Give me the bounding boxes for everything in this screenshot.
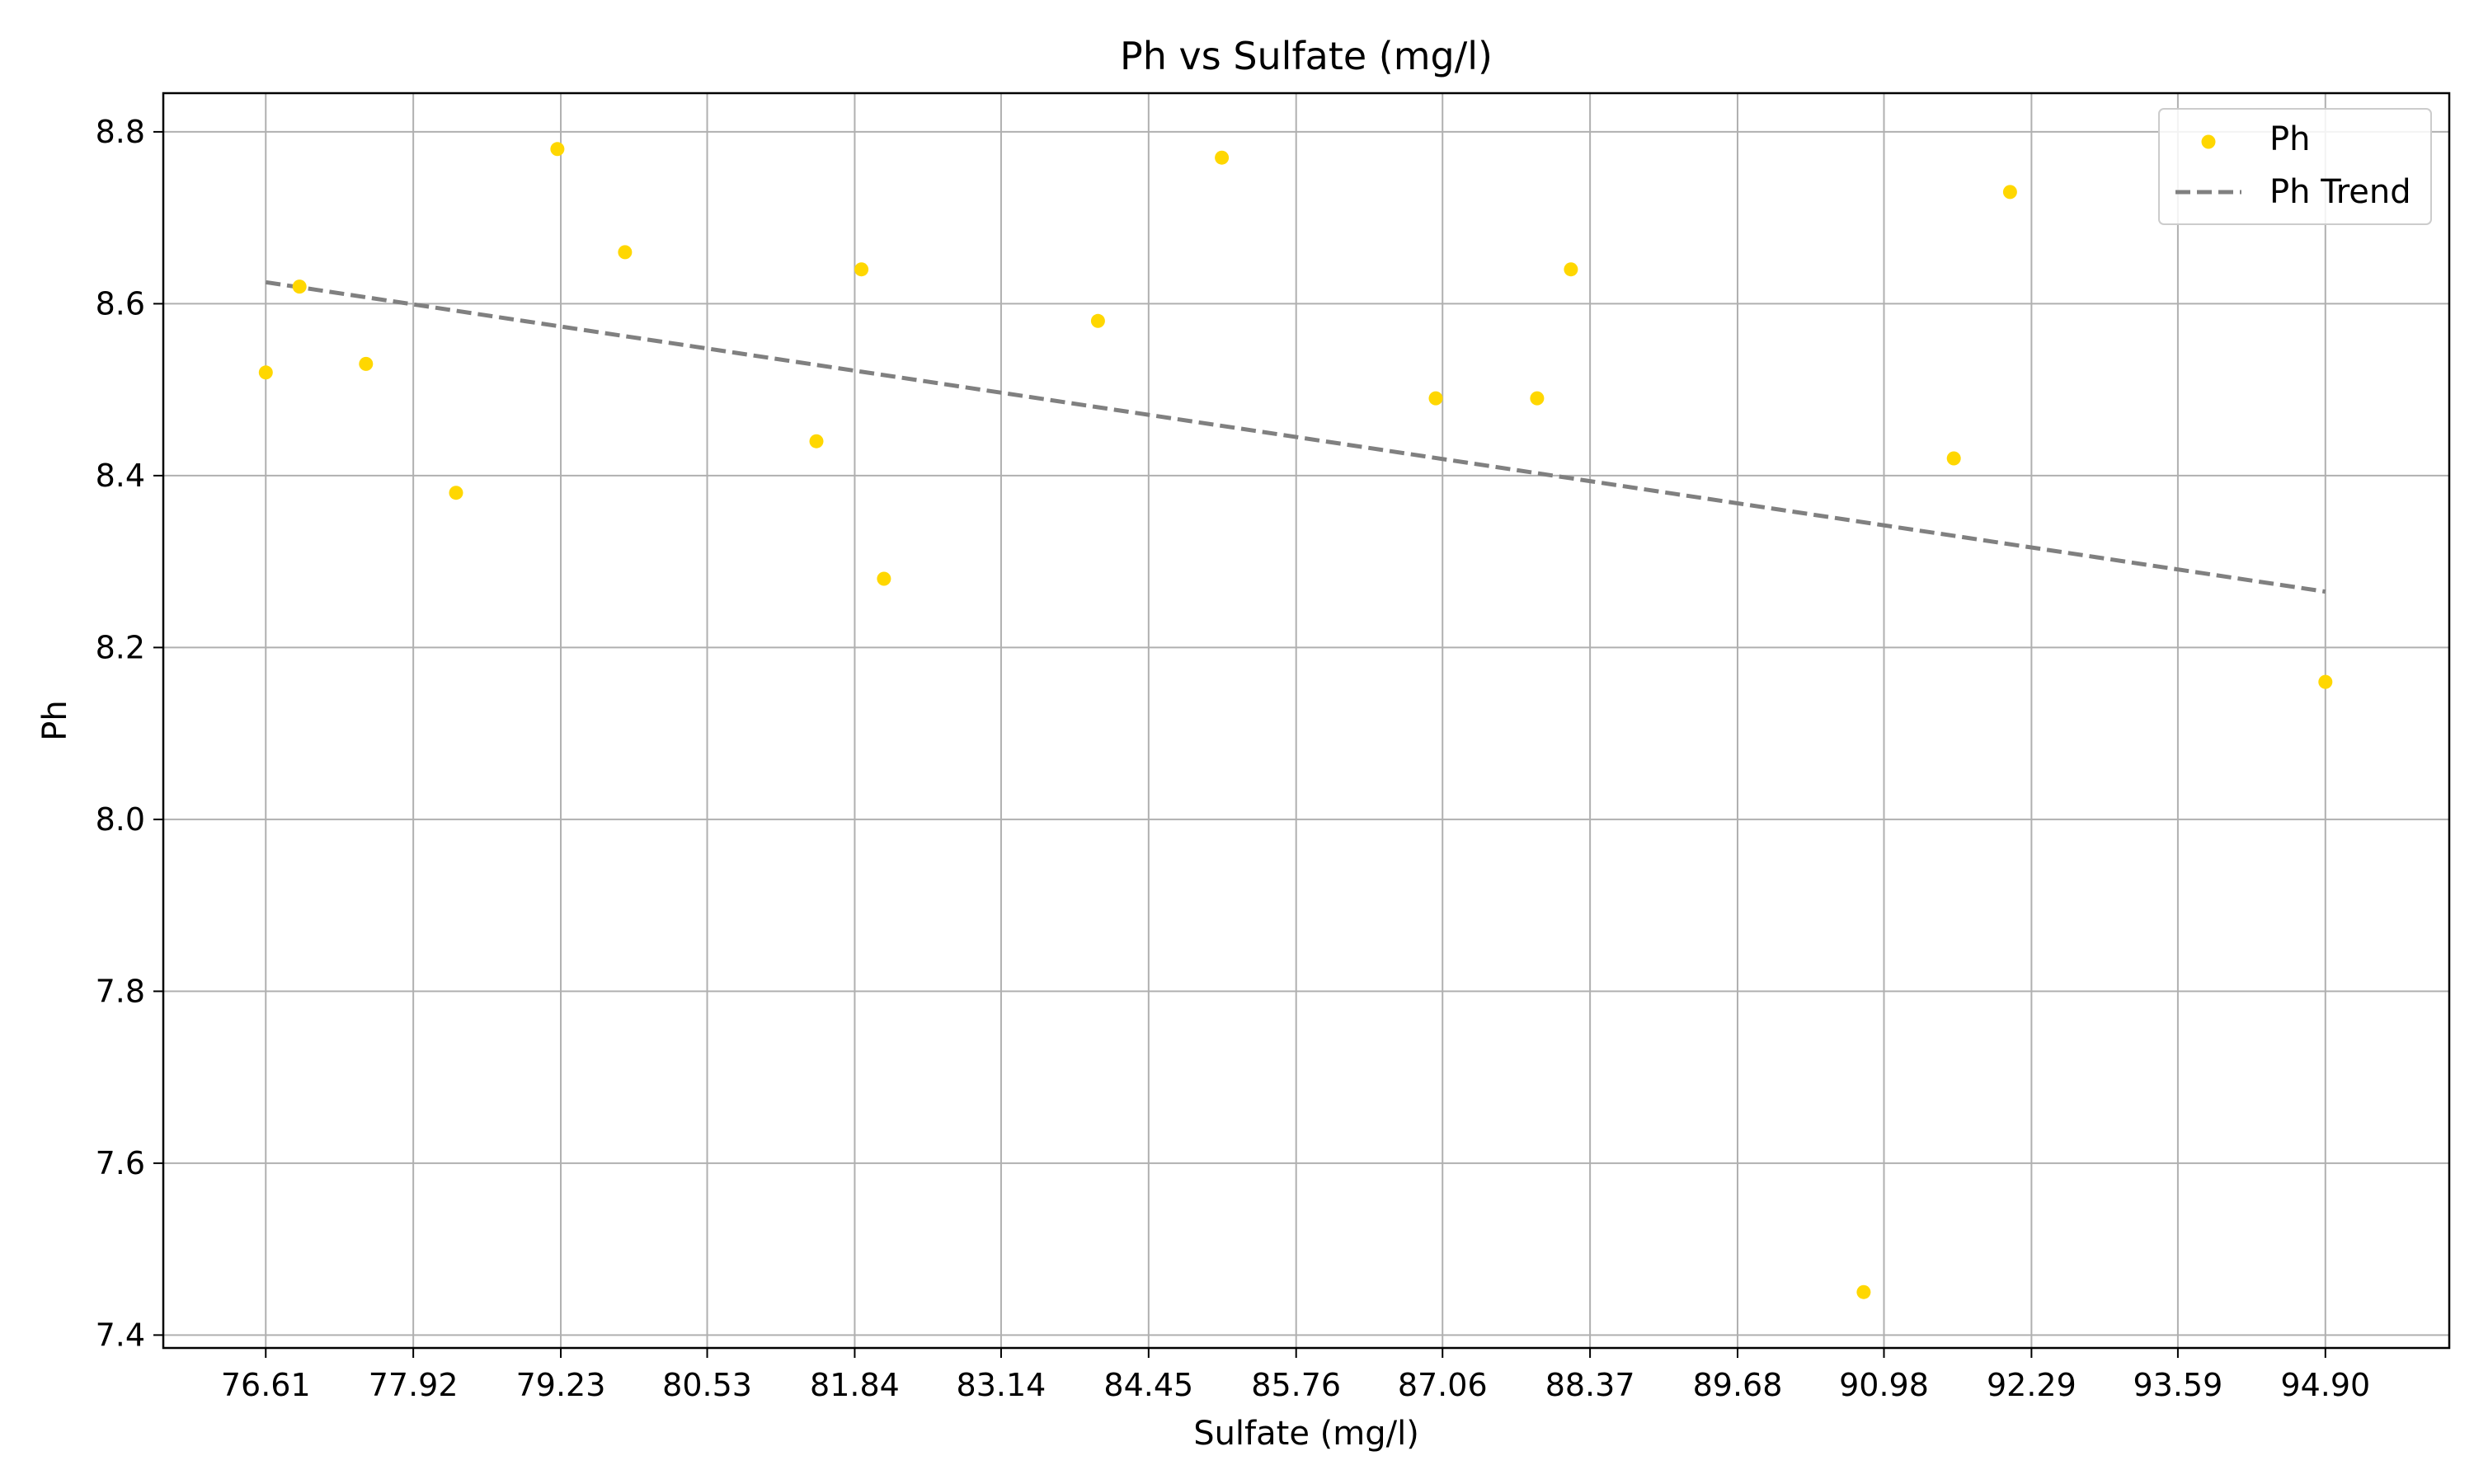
y-tick-label: 8.4 [96,458,145,494]
data-point [550,142,565,157]
y-tick-label: 8.6 [96,285,145,322]
legend-label-ph-trend: Ph Trend [2269,173,2411,211]
data-point [809,434,824,448]
x-tick-label: 81.84 [810,1367,900,1403]
data-point [1946,451,1961,466]
y-tick-label: 8.8 [96,114,145,150]
x-tick-label: 85.76 [1251,1367,1341,1403]
x-tick-label: 94.90 [2280,1367,2370,1403]
grid [163,93,2449,1348]
plot-frame [162,92,2451,1350]
x-tick-label: 76.61 [221,1367,311,1403]
data-point [1530,391,1545,406]
x-tick-label: 87.06 [1398,1367,1488,1403]
legend: Ph Ph Trend [2158,108,2432,225]
y-tick-label: 8.0 [96,801,145,838]
y-tick-label: 7.4 [96,1317,145,1353]
x-tick-label: 79.23 [516,1367,606,1403]
x-axis: 76.61 77.92 79.23 80.53 81.84 83.14 84.45 85.76… [221,1348,2370,1403]
points-layer [258,142,2333,1299]
trend-line [265,279,2326,594]
data-point [1856,1284,1871,1299]
data-point [1564,262,1578,277]
legend-box [2158,108,2432,225]
chart-title: Ph vs Sulfate (mg/l) [1120,34,1493,78]
data-point [359,356,374,371]
x-tick-label: 84.45 [1103,1367,1193,1403]
x-tick-label: 88.37 [1545,1367,1635,1403]
data-point [258,365,273,380]
x-tick-label: 92.29 [1987,1367,2077,1403]
data-point [618,245,633,260]
data-point [2002,185,2017,200]
x-tick-label: 80.53 [662,1367,752,1403]
data-point [449,486,463,500]
y-tick-label: 7.8 [96,973,145,1009]
y-tick-label: 8.2 [96,629,145,665]
y-axis-title: Ph [36,700,74,740]
x-tick-label: 83.14 [957,1367,1047,1403]
data-point [1090,313,1105,328]
trend-line-layer [265,279,2326,594]
legend-marker-ph [2201,134,2216,149]
x-axis-title: Sulfate (mg/l) [1193,1415,1419,1453]
data-point [854,262,869,277]
data-point [877,571,891,586]
x-tick-label: 77.92 [369,1367,459,1403]
x-tick-label: 90.98 [1839,1367,1929,1403]
data-point [292,279,307,294]
y-tick-label: 7.6 [96,1145,145,1181]
x-tick-label: 93.59 [2133,1367,2223,1403]
x-tick-label: 89.68 [1693,1367,1783,1403]
data-point [2318,674,2333,689]
legend-label-ph: Ph [2269,120,2310,158]
plot-area [163,93,2449,1348]
data-point [1215,150,1230,165]
data-point [1428,391,1443,406]
y-axis: 7.4 7.6 7.8 8.0 8.2 8.4 8.6 8.8 [96,114,163,1353]
